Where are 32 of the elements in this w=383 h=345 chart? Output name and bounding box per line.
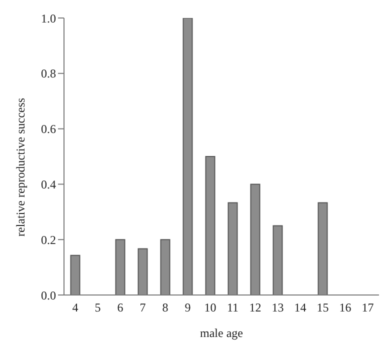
bar [318,202,328,295]
x-tick-label: 5 [94,300,101,315]
x-tick-label: 9 [184,300,191,315]
y-tick-label: 0.8 [41,66,56,81]
y-tick-label: 0.6 [41,122,56,136]
x-tick-label: 15 [316,300,329,315]
x-tick-label: 14 [294,300,306,315]
y-axis-title: relative reproductive success [13,98,28,236]
x-tick-label: 16 [339,300,352,315]
y-tick-label: 1.0 [41,11,56,26]
bar [182,18,193,295]
x-tick-label: 8 [162,300,168,315]
y-tick-label: 0.0 [41,288,56,302]
bar [272,225,283,295]
x-tick-label: 13 [272,300,284,315]
x-tick-label: 4 [72,300,78,315]
x-tick-label: 17 [362,300,374,315]
bar [160,239,170,295]
x-axis-title: male age [200,326,243,340]
x-tick-label: 12 [249,300,262,315]
y-tick-label: 0.2 [41,232,56,247]
bar [205,156,216,295]
bar [138,248,148,295]
bar [70,254,80,295]
bar [115,239,126,295]
x-tick-label: 10 [204,300,216,315]
bar [228,202,238,295]
x-tick-label: 11 [226,300,239,315]
x-tick-label: 6 [117,300,124,315]
y-tick-label: 0.4 [41,177,56,192]
bar [250,184,260,295]
x-tick-label: 7 [140,300,146,315]
